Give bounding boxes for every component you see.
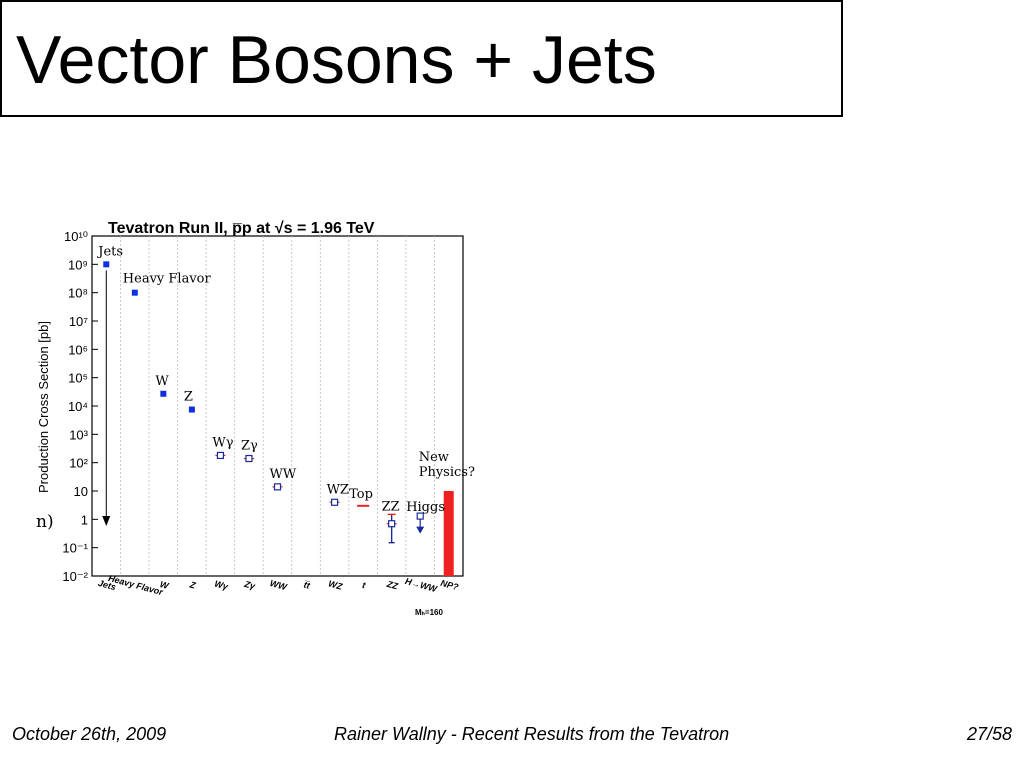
point-label: Heavy Flavor xyxy=(123,272,212,287)
y-tick-label: 10⁴ xyxy=(68,399,88,414)
data-point xyxy=(216,451,225,460)
point-label: New xyxy=(419,450,449,465)
data-point xyxy=(330,498,339,506)
data-point xyxy=(103,261,110,268)
data-point xyxy=(131,289,138,296)
y-tick-labels: 10¹⁰ 10⁹ 10⁸ 10⁷ 10⁶ 10⁵ 10⁴ 10³ 10² 10 1 10⁻¹ 10⁻² xyxy=(62,229,98,584)
point-label: WW xyxy=(270,467,297,482)
slide-title-box: Vector Bosons + Jets xyxy=(0,0,843,117)
point-label: Jets xyxy=(96,244,123,259)
y-tick-label: 10¹⁰ xyxy=(64,229,88,244)
y-tick-label: 10⁻² xyxy=(62,569,88,584)
data-point xyxy=(160,390,167,397)
x-category-label: ZZ xyxy=(385,579,400,592)
point-label: Wγ xyxy=(212,435,233,450)
truncated-side-text: n) xyxy=(36,512,54,532)
y-tick-label: 10 xyxy=(74,484,88,499)
new-physics-bar xyxy=(443,491,454,576)
point-label: Z xyxy=(184,390,193,405)
data-point xyxy=(245,454,253,463)
y-tick-label: 10⁸ xyxy=(68,286,88,301)
data-point xyxy=(388,520,396,528)
plot-frame xyxy=(91,235,464,577)
x-category-label: t̅t xyxy=(302,579,312,591)
chart-title: Tevatron Run II, p̅p at √s = 1.96 TeV xyxy=(108,220,375,237)
point-label: Top xyxy=(349,487,373,502)
x-category-label: t xyxy=(361,580,367,591)
y-tick-label: 10² xyxy=(69,456,88,471)
data-point xyxy=(273,483,282,491)
x-category-label: Zγ xyxy=(242,579,257,592)
point-label: Zγ xyxy=(241,439,258,454)
point-label: W xyxy=(155,374,169,389)
point-label: ZZ xyxy=(382,499,400,514)
x-category-label: H→WW xyxy=(404,576,439,594)
limit-arrow xyxy=(416,526,425,534)
footer-date: October 26th, 2009 xyxy=(12,724,167,744)
higgs-mass-annotation: Mₕ=160 xyxy=(415,608,443,617)
jets-arrow-head xyxy=(102,516,111,526)
x-category-label: Z xyxy=(188,579,197,590)
data-point xyxy=(188,406,195,413)
y-tick-label: 10⁶ xyxy=(68,342,88,357)
data-points xyxy=(102,261,454,576)
y-tick-label: 10³ xyxy=(69,427,88,442)
y-tick-label: 10⁻¹ xyxy=(62,541,88,556)
y-tick-label: 10⁵ xyxy=(68,371,88,386)
x-category-label: Wγ xyxy=(213,579,230,592)
x-category-label: Jets xyxy=(97,578,117,592)
point-label: WZ xyxy=(327,482,349,497)
slide-title: Vector Bosons + Jets xyxy=(16,22,657,98)
point-label: Physics? xyxy=(419,465,475,480)
y-tick-label: 10⁹ xyxy=(68,257,88,272)
y-tick-label: 10⁷ xyxy=(69,314,88,329)
category-gridlines xyxy=(120,236,435,576)
y-axis-label: Production Cross Section [pb] xyxy=(36,321,51,493)
y-tick-label: 1 xyxy=(81,512,88,527)
x-category-label: WZ xyxy=(327,578,344,591)
footer-page-number: 27/58 xyxy=(966,724,1012,744)
cross-section-chart: Tevatron Run II, p̅p at √s = 1.96 TeV Pr… xyxy=(30,210,490,630)
x-category-label: WW xyxy=(269,578,289,592)
point-label: Higgs xyxy=(406,500,445,515)
x-category-label: NP? xyxy=(440,578,460,592)
chart-svg: Tevatron Run II, p̅p at √s = 1.96 TeV Pr… xyxy=(36,220,475,617)
footer-talk-title: Rainer Wallny - Recent Results from the … xyxy=(334,724,730,744)
